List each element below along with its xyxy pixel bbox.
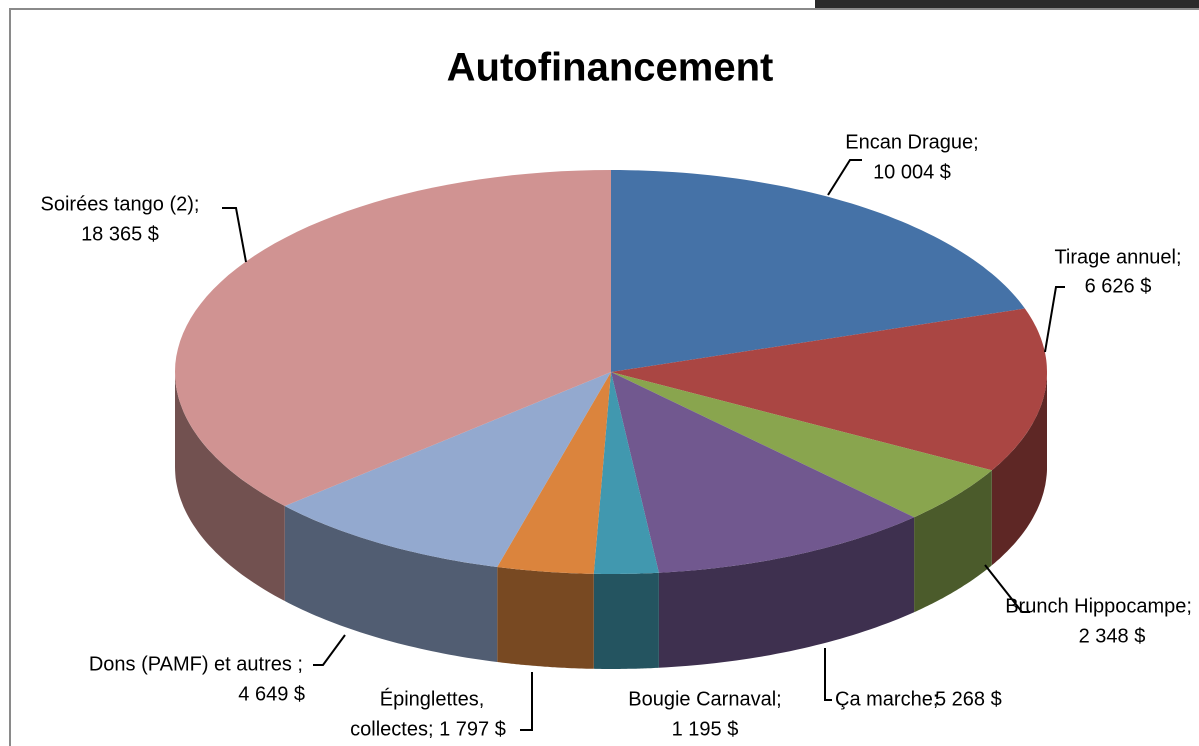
data-label-value: 4 649 $ xyxy=(238,683,305,705)
data-label-value: collectes; 1 797 $ xyxy=(350,718,506,740)
data-label-value: 1 195 $ xyxy=(672,718,739,740)
data-label-name: Bougie Carnaval; xyxy=(628,688,781,710)
slice-side xyxy=(594,573,659,669)
data-label-name: Soirées tango (2); xyxy=(41,193,200,215)
data-label-value: 2 348 $ xyxy=(1079,625,1146,647)
data-label-value: 18 365 $ xyxy=(81,223,159,245)
slice-side xyxy=(497,567,594,669)
data-label-value: 6 626 $ xyxy=(1085,275,1152,297)
data-label-value: 5 268 $ xyxy=(935,688,1002,710)
data-label-value: 10 004 $ xyxy=(873,161,951,183)
data-label-name: Dons (PAMF) et autres ; xyxy=(89,653,303,675)
chart-title: Autofinancement xyxy=(447,46,774,90)
data-label-name: Brunch Hippocampe; xyxy=(1005,595,1192,617)
data-label-name: Épinglettes, xyxy=(380,687,485,710)
data-label-name: Encan Drague; xyxy=(845,131,978,153)
chart: Autofinancement Encan Drague; 10 004 $ Tir… xyxy=(0,0,1199,746)
data-label-name: Ça marche; xyxy=(835,688,938,710)
corner-image xyxy=(815,0,1199,9)
data-label-name: Tirage annuel; xyxy=(1054,246,1181,268)
